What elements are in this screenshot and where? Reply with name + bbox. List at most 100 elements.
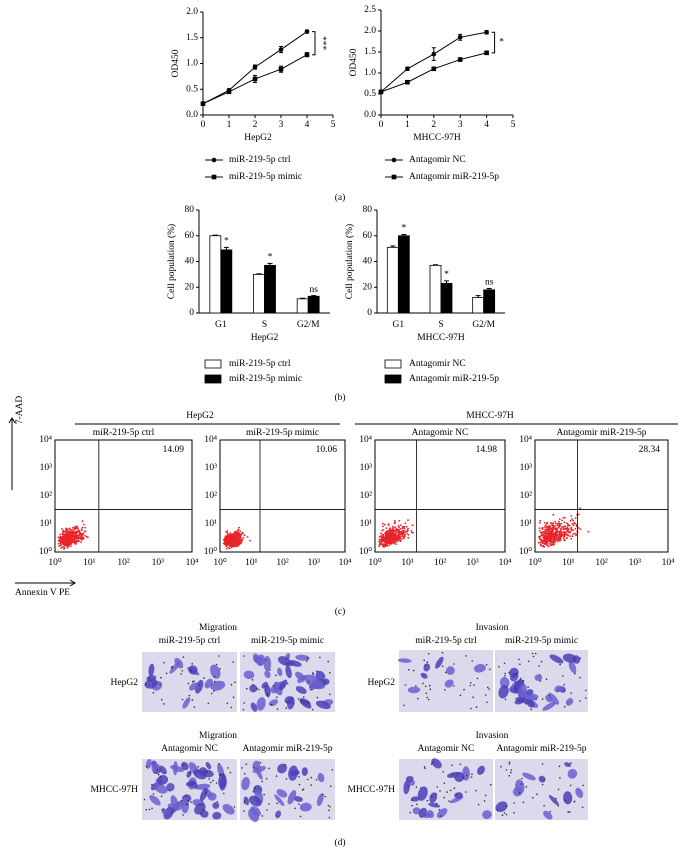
membrane-pore	[549, 810, 552, 813]
stained-cell	[512, 786, 523, 797]
membrane-pore	[230, 683, 233, 686]
event-dot	[395, 543, 398, 545]
stained-cell	[212, 802, 220, 809]
stained-cell	[278, 679, 288, 691]
event-dot	[381, 540, 384, 543]
membrane-pore	[451, 773, 454, 776]
membrane-pore	[557, 805, 560, 807]
membrane-pore	[424, 664, 427, 667]
event-dot	[227, 534, 230, 536]
event-dot	[405, 525, 408, 528]
event-dot	[394, 535, 396, 537]
event-dot	[232, 536, 235, 539]
event-dot	[556, 524, 559, 527]
membrane-pore	[417, 697, 419, 700]
event-dot	[243, 534, 246, 537]
event-dot	[403, 527, 406, 530]
event-dot	[551, 526, 554, 529]
marker	[378, 89, 384, 95]
membrane-pore	[329, 693, 331, 696]
stained-cell	[182, 697, 191, 709]
event-dot	[231, 545, 234, 548]
membrane-pore	[459, 694, 462, 696]
event-dot	[569, 531, 571, 534]
event-dot	[390, 541, 393, 544]
event-dot	[241, 539, 243, 542]
marker	[211, 157, 217, 163]
membrane-pore	[581, 806, 584, 809]
event-dot	[567, 529, 569, 532]
event-dot	[384, 532, 387, 535]
membrane-pore	[503, 812, 506, 814]
stained-cell	[248, 795, 262, 807]
membrane-pore	[261, 815, 264, 817]
membrane-pore	[424, 685, 427, 688]
event-dot	[570, 515, 573, 517]
membrane-pore	[422, 682, 424, 685]
event-dot	[398, 539, 401, 541]
membrane-pore	[275, 674, 277, 677]
membrane-pore	[469, 684, 472, 687]
event-dot	[393, 539, 396, 542]
significance-label: ns	[485, 278, 494, 288]
stained-cell	[241, 776, 250, 791]
event-dot	[225, 544, 228, 547]
membrane-pore	[198, 684, 201, 686]
event-dot	[228, 538, 231, 541]
event-dot	[75, 542, 78, 544]
event-dot	[579, 528, 582, 530]
marker	[391, 174, 397, 180]
membrane-pore	[518, 792, 521, 794]
membrane-pore	[322, 793, 324, 796]
stained-cell	[407, 686, 421, 694]
x-tick-label: 10²	[595, 558, 608, 568]
event-dot	[62, 530, 65, 533]
membrane-pore	[541, 698, 544, 700]
event-dot	[546, 525, 549, 528]
membrane-pore	[222, 773, 225, 776]
event-dot	[412, 531, 414, 534]
stained-cell	[274, 794, 285, 807]
x-tick-label: 10²	[434, 558, 447, 568]
marker	[278, 47, 284, 52]
event-dot	[540, 538, 543, 541]
event-dot	[567, 524, 569, 527]
legend-label: miR-219-5p mimic	[229, 374, 302, 384]
event-dot	[557, 530, 560, 533]
stained-cell	[565, 698, 574, 706]
membrane-pore	[329, 672, 331, 674]
event-dot	[70, 535, 73, 538]
membrane-pore	[298, 783, 301, 786]
x-tick-label: 10⁰	[48, 557, 62, 568]
event-dot	[382, 535, 384, 538]
membrane-pore	[151, 807, 153, 810]
stained-cell	[431, 758, 442, 769]
x-tick-label: 10³	[629, 558, 642, 568]
event-dot	[390, 535, 393, 538]
membrane-pore	[193, 706, 196, 708]
event-dot	[67, 544, 70, 547]
event-dot	[225, 541, 228, 544]
membrane-pore	[475, 706, 478, 708]
event-dot	[543, 537, 546, 540]
membrane-pore	[185, 795, 187, 797]
x-tick-label: 10⁰	[528, 557, 542, 568]
y-tick-label: 10¹	[360, 519, 373, 529]
legend-swatch	[384, 359, 402, 369]
event-dot	[553, 528, 555, 530]
x-tick-label: S	[438, 320, 443, 330]
event-dot	[561, 519, 563, 522]
event-dot	[559, 538, 562, 541]
y-tick-label: 10⁴	[204, 435, 218, 445]
membrane-pore	[543, 779, 545, 781]
quadrant-value: 10.06	[316, 445, 338, 455]
marker	[405, 79, 410, 85]
membrane-pore	[327, 804, 330, 807]
membrane-pore	[428, 684, 431, 687]
membrane-pore	[205, 791, 207, 794]
membrane-pore	[229, 771, 232, 774]
marker	[405, 66, 410, 72]
event-dot	[401, 525, 404, 528]
x-tick-label: 2	[253, 120, 258, 130]
event-dot	[63, 548, 65, 550]
